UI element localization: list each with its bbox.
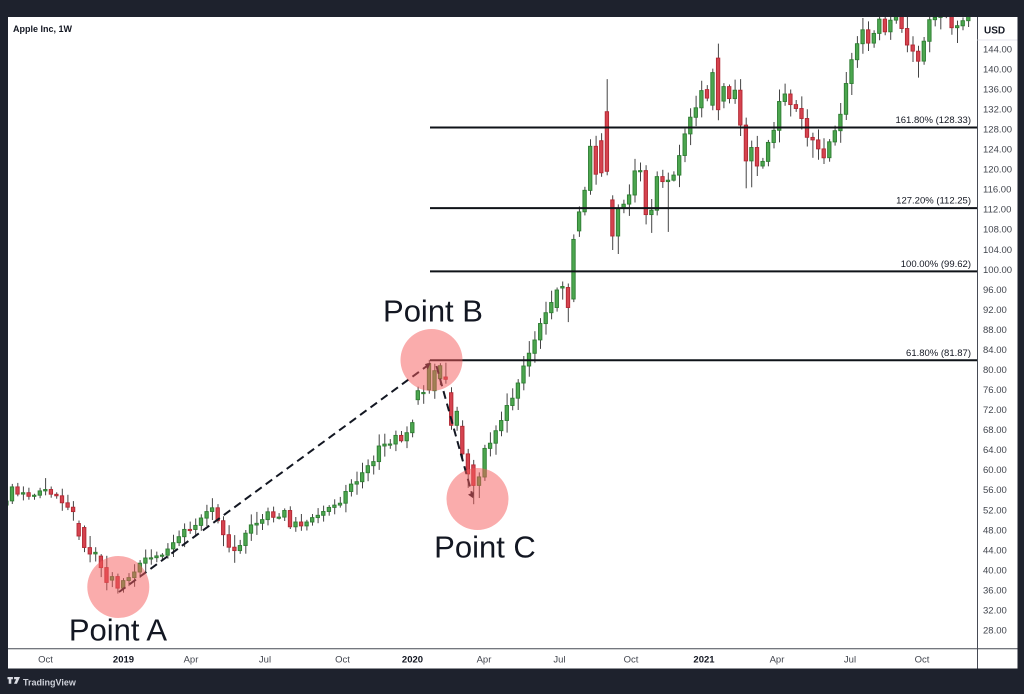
svg-text:Jul: Jul xyxy=(844,654,856,665)
svg-text:Oct: Oct xyxy=(624,654,639,665)
svg-text:Point A: Point A xyxy=(69,613,168,648)
svg-text:127.20% (112.25): 127.20% (112.25) xyxy=(896,196,971,207)
svg-text:104.00: 104.00 xyxy=(983,245,1012,256)
svg-text:92.00: 92.00 xyxy=(983,305,1007,316)
svg-text:88.00: 88.00 xyxy=(983,325,1007,336)
svg-text:64.00: 64.00 xyxy=(983,445,1007,456)
svg-text:60.00: 60.00 xyxy=(983,465,1007,476)
svg-text:161.80% (128.33): 161.80% (128.33) xyxy=(895,115,971,126)
svg-text:2021: 2021 xyxy=(693,654,715,665)
svg-text:112.00: 112.00 xyxy=(983,205,1011,216)
svg-text:76.00: 76.00 xyxy=(983,385,1007,396)
svg-text:96.00: 96.00 xyxy=(983,285,1007,296)
svg-text:52.00: 52.00 xyxy=(983,505,1007,516)
svg-text:80.00: 80.00 xyxy=(983,365,1007,376)
svg-text:28.00: 28.00 xyxy=(983,626,1007,637)
svg-text:124.00: 124.00 xyxy=(983,145,1012,156)
svg-text:56.00: 56.00 xyxy=(983,485,1007,496)
svg-text:108.00: 108.00 xyxy=(983,225,1012,236)
svg-text:100.00% (99.62): 100.00% (99.62) xyxy=(901,259,971,270)
svg-text:48.00: 48.00 xyxy=(983,525,1007,536)
svg-text:140.00: 140.00 xyxy=(983,64,1012,75)
svg-text:84.00: 84.00 xyxy=(983,345,1007,356)
svg-text:128.00: 128.00 xyxy=(983,125,1012,136)
svg-text:36.00: 36.00 xyxy=(983,585,1007,596)
svg-text:132.00: 132.00 xyxy=(983,105,1012,116)
svg-text:Oct: Oct xyxy=(915,654,930,665)
svg-text:Oct: Oct xyxy=(38,654,53,665)
svg-text:Oct: Oct xyxy=(335,654,350,665)
svg-text:Apr: Apr xyxy=(770,654,785,665)
svg-text:Jul: Jul xyxy=(259,654,271,665)
svg-text:61.80% (81.87): 61.80% (81.87) xyxy=(906,348,971,359)
svg-text:Point B: Point B xyxy=(383,294,483,329)
svg-text:144.00: 144.00 xyxy=(983,44,1012,55)
svg-text:TradingView: TradingView xyxy=(23,678,77,688)
svg-text:Jul: Jul xyxy=(553,654,565,665)
svg-text:Apr: Apr xyxy=(477,654,492,665)
svg-text:40.00: 40.00 xyxy=(983,565,1007,576)
svg-text:Apr: Apr xyxy=(184,654,199,665)
svg-text:116.00: 116.00 xyxy=(983,185,1011,196)
svg-text:72.00: 72.00 xyxy=(983,405,1007,416)
svg-text:2020: 2020 xyxy=(402,654,423,665)
svg-text:2019: 2019 xyxy=(113,654,134,665)
svg-text:44.00: 44.00 xyxy=(983,545,1007,556)
svg-text:32.00: 32.00 xyxy=(983,606,1007,617)
svg-text:Apple Inc, 1W: Apple Inc, 1W xyxy=(13,24,73,34)
svg-text:USD: USD xyxy=(984,26,1005,37)
svg-text:120.00: 120.00 xyxy=(983,165,1012,176)
svg-text:100.00: 100.00 xyxy=(983,265,1012,276)
svg-text:Point C: Point C xyxy=(434,530,536,565)
svg-text:68.00: 68.00 xyxy=(983,425,1007,436)
svg-text:136.00: 136.00 xyxy=(983,84,1012,95)
